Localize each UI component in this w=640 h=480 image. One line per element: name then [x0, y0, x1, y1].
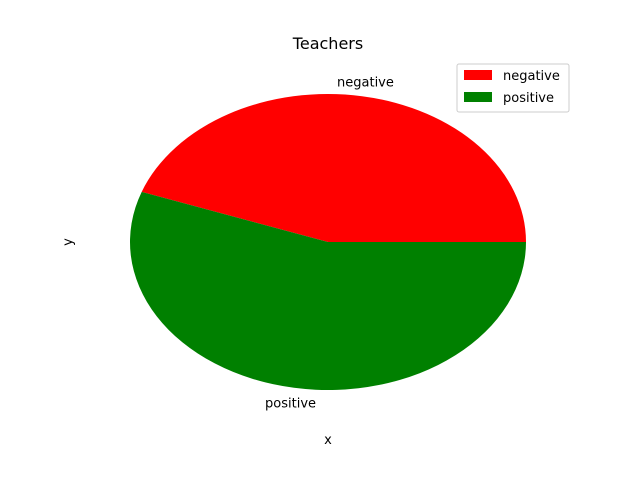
- slice-label-positive: positive: [265, 396, 316, 411]
- pie-slice-negative: [141, 94, 526, 242]
- y-axis-label: y: [61, 238, 76, 246]
- legend-swatch-negative: [464, 70, 492, 80]
- pie-slice-labels: negative positive: [265, 76, 394, 412]
- x-axis-label: x: [324, 433, 332, 448]
- legend-swatch-positive: [464, 92, 492, 102]
- chart-title: Teachers: [292, 34, 363, 53]
- legend: negative positive: [456, 63, 570, 113]
- legend-label-positive: positive: [503, 91, 554, 106]
- slice-label-negative: negative: [337, 76, 394, 91]
- pie-slices: [130, 94, 526, 390]
- legend-label-negative: negative: [503, 69, 560, 84]
- pie-slice-positive: [130, 191, 526, 390]
